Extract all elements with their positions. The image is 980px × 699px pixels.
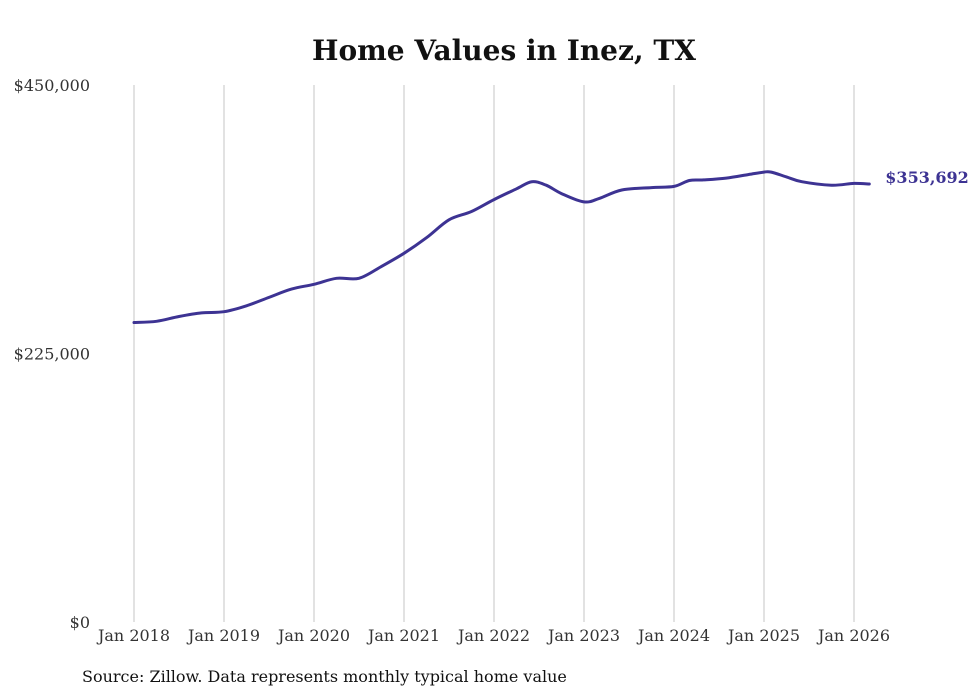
gridlines (133, 85, 855, 622)
x-tick-label: Jan 2021 (366, 626, 440, 645)
x-tick-label: Jan 2019 (186, 626, 260, 645)
y-tick-label: $450,000 (14, 76, 90, 95)
x-tick-label: Jan 2022 (456, 626, 530, 645)
end-value-label: $353,692 (885, 168, 969, 187)
x-tick-label: Jan 2026 (816, 626, 890, 645)
x-tick-label: Jan 2024 (636, 626, 710, 645)
y-tick-label: $0 (70, 613, 90, 632)
line-chart: Home Values in Inez, TX $0 $225,000 $450,0… (14, 34, 969, 645)
y-axis-ticks: $0 $225,000 $450,000 (14, 76, 90, 632)
x-axis-ticks: Jan 2018 Jan 2019 Jan 2020 Jan 2021 Jan 2022… (96, 626, 890, 645)
y-tick-label: $225,000 (14, 345, 90, 364)
chart-title: Home Values in Inez, TX (312, 34, 696, 67)
home-value-line (132, 170, 871, 324)
x-tick-label: Jan 2025 (726, 626, 800, 645)
x-tick-label: Jan 2023 (546, 626, 620, 645)
x-tick-label: Jan 2020 (276, 626, 350, 645)
x-tick-label: Jan 2018 (96, 626, 170, 645)
source-note: Source: Zillow. Data represents monthly … (82, 667, 567, 686)
